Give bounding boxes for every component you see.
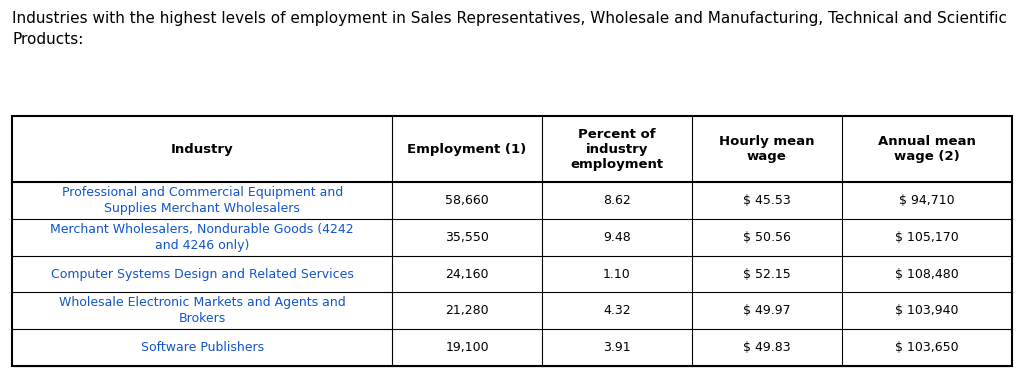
Text: 24,160: 24,160 xyxy=(445,267,488,280)
Text: Annual mean
wage (2): Annual mean wage (2) xyxy=(878,135,976,163)
Text: Percent of
industry
employment: Percent of industry employment xyxy=(570,128,664,171)
Text: Wholesale Electronic Markets and Agents and
Brokers: Wholesale Electronic Markets and Agents … xyxy=(58,296,345,325)
Text: $ 103,940: $ 103,940 xyxy=(895,304,958,317)
Text: $ 52.15: $ 52.15 xyxy=(743,267,791,280)
Text: $ 49.97: $ 49.97 xyxy=(743,304,791,317)
Text: Software Publishers: Software Publishers xyxy=(140,341,264,354)
Text: 3.91: 3.91 xyxy=(603,341,631,354)
Text: Hourly mean
wage: Hourly mean wage xyxy=(719,135,815,163)
Text: 1.10: 1.10 xyxy=(603,267,631,280)
Text: 9.48: 9.48 xyxy=(603,231,631,244)
Text: $ 94,710: $ 94,710 xyxy=(899,194,954,207)
Text: $ 45.53: $ 45.53 xyxy=(743,194,791,207)
Text: Merchant Wholesalers, Nondurable Goods (4242
and 4246 only): Merchant Wholesalers, Nondurable Goods (… xyxy=(50,223,354,252)
Text: 21,280: 21,280 xyxy=(445,304,488,317)
Text: 35,550: 35,550 xyxy=(445,231,489,244)
Text: Industry: Industry xyxy=(171,143,233,156)
Text: $ 49.83: $ 49.83 xyxy=(743,341,791,354)
Bar xyxy=(12,116,1012,366)
Text: Professional and Commercial Equipment and
Supplies Merchant Wholesalers: Professional and Commercial Equipment an… xyxy=(61,186,343,215)
Text: 19,100: 19,100 xyxy=(445,341,488,354)
Text: 4.32: 4.32 xyxy=(603,304,631,317)
Text: Employment (1): Employment (1) xyxy=(408,143,526,156)
Text: $ 105,170: $ 105,170 xyxy=(895,231,958,244)
Text: $ 50.56: $ 50.56 xyxy=(743,231,791,244)
Text: $ 108,480: $ 108,480 xyxy=(895,267,958,280)
Text: Computer Systems Design and Related Services: Computer Systems Design and Related Serv… xyxy=(51,267,353,280)
Text: 8.62: 8.62 xyxy=(603,194,631,207)
Text: $ 103,650: $ 103,650 xyxy=(895,341,958,354)
Text: 58,660: 58,660 xyxy=(445,194,488,207)
Text: Industries with the highest levels of employment in Sales Representatives, Whole: Industries with the highest levels of em… xyxy=(12,11,1008,47)
